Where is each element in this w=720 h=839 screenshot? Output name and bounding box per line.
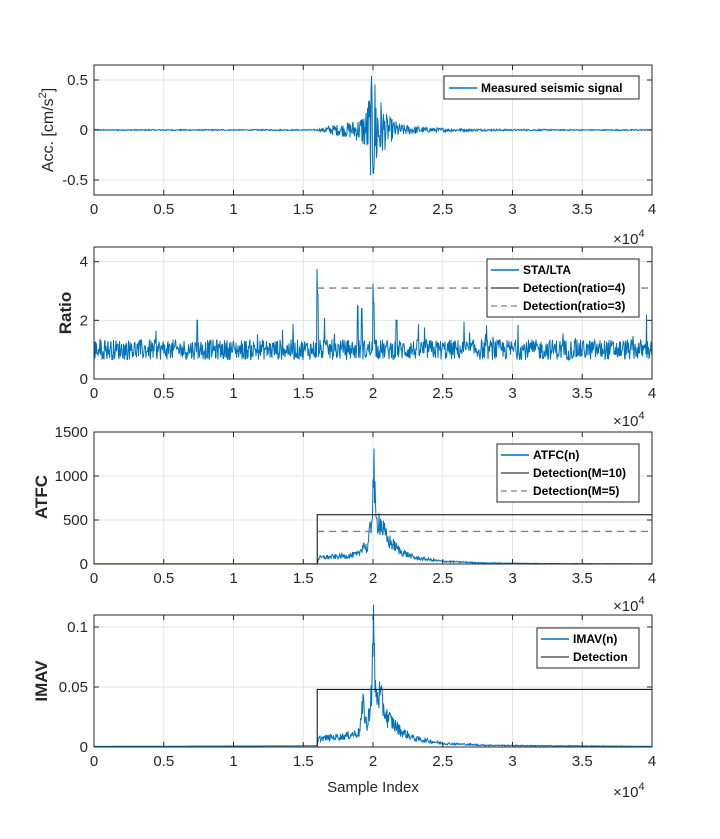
panel-2-legend: STA/LTA Detection(ratio=4) Detection(rat… bbox=[486, 258, 640, 318]
panel-imav: 0 0.5 1 1.5 2 2.5 3 3.5 4 0 0.05 0.1 ×104 IMAV IMAV… bbox=[32, 604, 656, 801]
x-tick-label: 2 bbox=[369, 570, 377, 587]
y-tick-label: 0.05 bbox=[59, 679, 88, 696]
x-tick-label: 2.5 bbox=[432, 753, 453, 770]
panel-2-x-exponent: ×104 bbox=[613, 410, 645, 430]
x-tick-label: 4 bbox=[648, 385, 656, 402]
x-tick-label: 1 bbox=[229, 385, 237, 402]
x-tick-label: 3 bbox=[508, 753, 516, 770]
x-tick-label: 4 bbox=[648, 201, 656, 218]
legend-label-detection: Detection bbox=[573, 650, 628, 664]
x-tick-label: 3 bbox=[508, 570, 516, 587]
legend-label-detection-m10: Detection(M=10) bbox=[533, 466, 626, 480]
y-tick-label: 1500 bbox=[55, 424, 88, 441]
legend-label-sta-lta: STA/LTA bbox=[523, 263, 571, 277]
legend-label-imav: IMAV(n) bbox=[573, 632, 617, 646]
panel-1-legend: Measured seismic signal bbox=[443, 75, 640, 100]
x-tick-label: 3.5 bbox=[572, 201, 593, 218]
y-tick-label: 0 bbox=[80, 122, 88, 139]
x-tick-label: 0.5 bbox=[153, 570, 174, 587]
x-tick-label: 0 bbox=[90, 385, 98, 402]
x-tick-label: 0.5 bbox=[153, 385, 174, 402]
y-tick-label: 1000 bbox=[55, 468, 88, 485]
legend-label-detection-m5: Detection(M=5) bbox=[533, 484, 619, 498]
y-tick-label: 500 bbox=[63, 512, 88, 529]
panel-acceleration: 0 0.5 1 1.5 2 2.5 3 3.5 4-0.500.5 ×104 Acc. [cm/… bbox=[37, 64, 656, 248]
y-tick-label: 4 bbox=[80, 254, 88, 271]
detection-line-1 bbox=[316, 688, 652, 747]
panel-1-y-label: Acc. [cm/s2] bbox=[37, 88, 57, 172]
y-tick-label: 0.5 bbox=[67, 72, 88, 89]
panel-3-ticks: 0 0.5 1 1.5 2 2.5 3 3.5 4 0 500 1000 1500 bbox=[55, 424, 657, 587]
x-tick-label: 1 bbox=[229, 201, 237, 218]
x-tick-label: 0.5 bbox=[153, 201, 174, 218]
x-tick-label: 1.5 bbox=[293, 570, 314, 587]
x-tick-label: 4 bbox=[648, 570, 656, 587]
x-tick-label: 1 bbox=[229, 570, 237, 587]
panel-ratio: 0 0.5 1 1.5 2 2.5 3 3.5 4 0 2 4 ×104 Ratio STA/LTA … bbox=[56, 246, 656, 430]
x-tick-label: 1.5 bbox=[293, 385, 314, 402]
x-tick-label: 3.5 bbox=[572, 385, 593, 402]
x-tick-label: 1 bbox=[229, 753, 237, 770]
x-axis-label: Sample Index bbox=[327, 779, 419, 796]
y-tick-label: 0.1 bbox=[67, 619, 88, 636]
panel-3-y-label: ATFC bbox=[32, 475, 51, 519]
x-tick-label: 0 bbox=[90, 753, 98, 770]
panel-3-legend: ATFC(n) Detection(M=10) Detection(M=5) bbox=[496, 443, 640, 503]
x-tick-label: 2.5 bbox=[432, 201, 453, 218]
x-tick-label: 0 bbox=[90, 570, 98, 587]
x-tick-label: 0.5 bbox=[153, 753, 174, 770]
panel-3-x-exponent: ×104 bbox=[613, 595, 645, 615]
panel-4-traces bbox=[94, 604, 652, 748]
legend-label-atfc: ATFC(n) bbox=[533, 448, 579, 462]
y-tick-label: 0 bbox=[80, 371, 88, 388]
x-tick-label: 2.5 bbox=[432, 570, 453, 587]
x-tick-label: 2.5 bbox=[432, 385, 453, 402]
x-tick-label: 1.5 bbox=[293, 753, 314, 770]
x-tick-label: 3.5 bbox=[572, 753, 593, 770]
y-tick-label: 0 bbox=[80, 739, 88, 756]
panel-1-traces bbox=[93, 75, 653, 176]
y-tick-label: 0 bbox=[80, 556, 88, 573]
x-tick-label: 2 bbox=[369, 385, 377, 402]
detection-line-1 bbox=[316, 514, 652, 564]
panel-4-x-exponent: ×104 bbox=[613, 781, 645, 801]
panel-4-legend: IMAV(n) Detection bbox=[536, 627, 640, 669]
panel-2-y-label: Ratio bbox=[56, 292, 75, 335]
x-tick-label: 3.5 bbox=[572, 570, 593, 587]
x-tick-label: 2 bbox=[369, 753, 377, 770]
series-0-line bbox=[94, 604, 652, 748]
panel-2-ticks: 0 0.5 1 1.5 2 2.5 3 3.5 4 0 2 4 bbox=[80, 247, 656, 402]
panel-1-x-exponent: ×104 bbox=[613, 228, 645, 248]
legend-label-detection-ratio-3: Detection(ratio=3) bbox=[523, 299, 625, 313]
panel-4-ticks: 0 0.5 1 1.5 2 2.5 3 3.5 4 0 0.05 0.1 bbox=[59, 615, 656, 770]
x-tick-label: 2 bbox=[369, 201, 377, 218]
y-tick-label: 2 bbox=[80, 312, 88, 329]
series-0-line bbox=[93, 268, 653, 362]
y-tick-label: -0.5 bbox=[62, 172, 88, 189]
panel-1-ticks: 0 0.5 1 1.5 2 2.5 3 3.5 4-0.500.5 bbox=[62, 65, 656, 218]
series-0-line bbox=[93, 75, 653, 176]
x-tick-label: 3 bbox=[508, 201, 516, 218]
panel-4-y-label: IMAV bbox=[32, 660, 51, 702]
legend-label-detection-ratio-4: Detection(ratio=4) bbox=[523, 281, 625, 295]
x-tick-label: 1.5 bbox=[293, 201, 314, 218]
x-tick-label: 3 bbox=[508, 385, 516, 402]
legend-label-signal: Measured seismic signal bbox=[481, 81, 622, 95]
x-tick-label: 4 bbox=[648, 753, 656, 770]
x-tick-label: 0 bbox=[90, 201, 98, 218]
